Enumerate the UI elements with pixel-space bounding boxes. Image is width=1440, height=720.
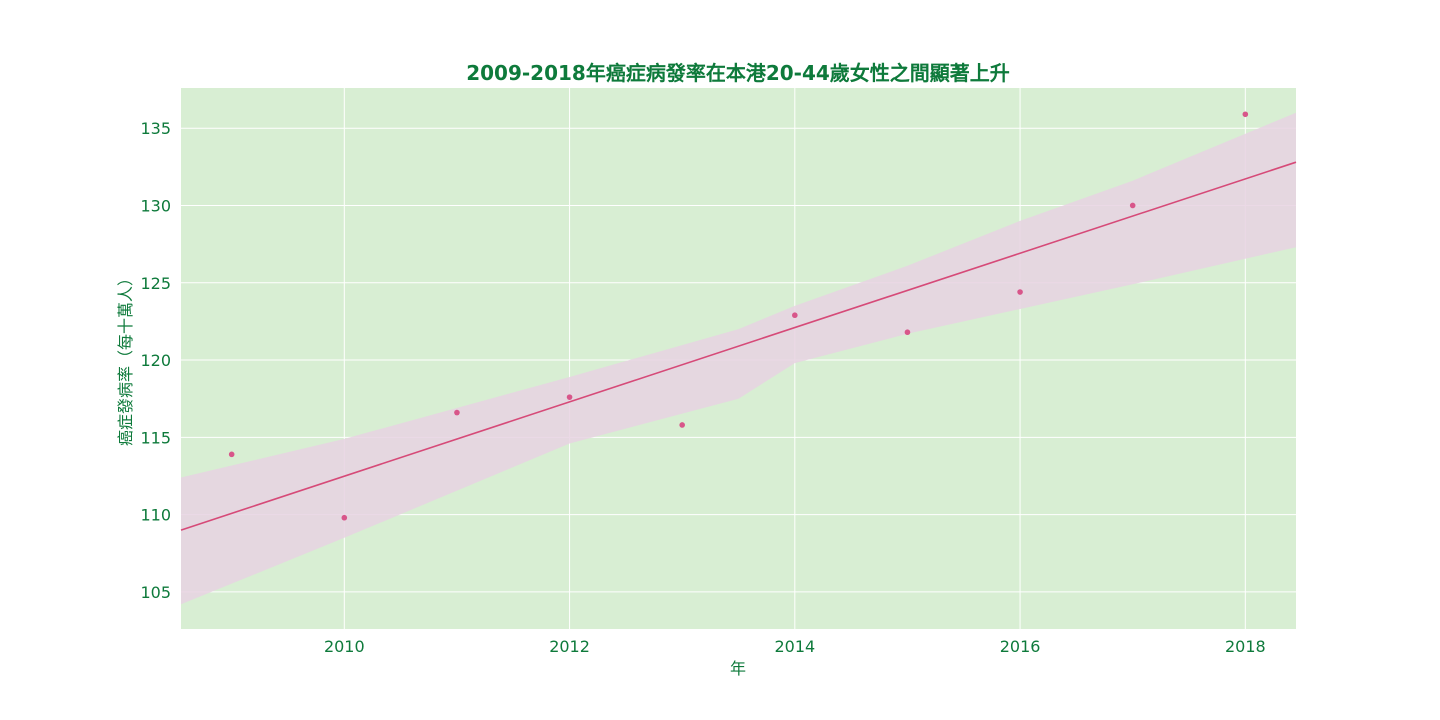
y-tick-label: 135 bbox=[140, 119, 171, 138]
data-points bbox=[228, 111, 1249, 521]
data-point bbox=[1017, 289, 1023, 295]
y-tick-label: 130 bbox=[140, 196, 171, 215]
confidence-band bbox=[181, 112, 1296, 605]
y-axis-ticks: 105 110 115 120 125 130 135 bbox=[140, 119, 171, 602]
x-tick-label: 2014 bbox=[774, 637, 815, 656]
data-point bbox=[566, 394, 573, 400]
data-point bbox=[228, 451, 235, 458]
y-axis-label: 癌症發病率（每十萬人） bbox=[116, 270, 135, 446]
y-tick-label: 120 bbox=[140, 351, 171, 370]
x-tick-label: 2012 bbox=[549, 637, 590, 656]
x-axis-label: 年 bbox=[730, 659, 746, 678]
data-point bbox=[1129, 202, 1136, 209]
data-point bbox=[792, 312, 798, 319]
y-tick-label: 125 bbox=[140, 274, 171, 293]
data-point bbox=[1242, 111, 1249, 118]
data-point bbox=[454, 409, 460, 416]
data-point bbox=[679, 422, 685, 428]
chart-title: 2009-2018年癌症病發率在本港20-44歲女性之間顯著上升 bbox=[466, 61, 1010, 85]
x-axis-ticks: 2010 2012 2014 2016 2018 bbox=[324, 637, 1266, 656]
x-tick-label: 2010 bbox=[324, 637, 365, 656]
y-tick-label: 115 bbox=[140, 428, 171, 447]
y-tick-label: 110 bbox=[140, 506, 171, 525]
regression-line bbox=[180, 161, 1297, 531]
x-tick-label: 2016 bbox=[1000, 637, 1041, 656]
y-tick-label: 105 bbox=[140, 583, 171, 602]
x-tick-label: 2018 bbox=[1225, 637, 1266, 656]
data-point bbox=[341, 514, 348, 521]
data-point bbox=[904, 329, 911, 336]
